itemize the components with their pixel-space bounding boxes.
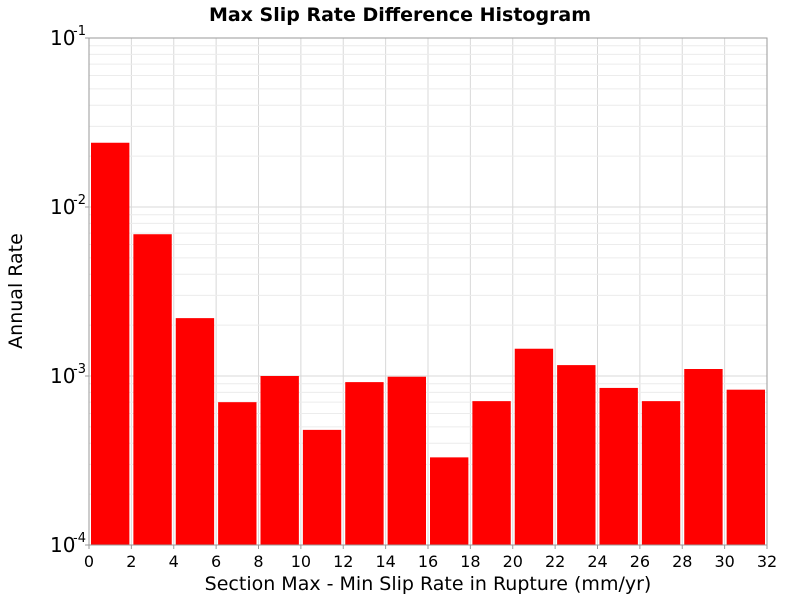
x-tick-label: 32 — [757, 552, 777, 571]
bar-30 — [726, 389, 765, 545]
bar-20 — [514, 348, 554, 545]
x-tick-label: 12 — [333, 552, 353, 571]
x-tick-label: 8 — [253, 552, 263, 571]
x-axis-label: Section Max - Min Slip Rate in Rupture (… — [205, 573, 652, 595]
x-tick-label: 28 — [672, 552, 692, 571]
bar-16 — [430, 457, 469, 545]
y-tick-exponent: -3 — [73, 362, 86, 377]
x-tick-label: 30 — [714, 552, 734, 571]
x-axis-ticks: 0 2 4 6 8 10 12 14 16 18 20 22 24 26 28 30 32 — [84, 545, 777, 571]
y-axis-label: Annual Rate — [5, 233, 27, 349]
y-tick-label: 10 — [50, 364, 75, 388]
y-tick-label: 10 — [50, 26, 75, 50]
x-tick-label: 22 — [545, 552, 565, 571]
x-tick-label: 16 — [418, 552, 438, 571]
x-tick-label: 26 — [630, 552, 650, 571]
bar-2 — [133, 234, 172, 545]
x-tick-label: 24 — [587, 552, 607, 571]
chart-title: Max Slip Rate Difference Histogram — [209, 4, 591, 26]
x-tick-label: 6 — [211, 552, 221, 571]
bar-6 — [218, 402, 257, 545]
bar-4 — [175, 318, 215, 545]
bar-22 — [557, 365, 596, 545]
y-tick-exponent: -2 — [73, 193, 86, 208]
bar-8 — [260, 376, 299, 545]
x-tick-label: 10 — [291, 552, 311, 571]
y-tick-label: 10 — [50, 195, 75, 219]
x-tick-label: 18 — [460, 552, 480, 571]
y-tick-exponent: -1 — [73, 24, 86, 39]
x-tick-label: 20 — [503, 552, 523, 571]
bar-24 — [599, 387, 638, 545]
bar-28 — [684, 369, 723, 545]
y-tick-exponent: -4 — [73, 531, 86, 546]
bar-26 — [641, 401, 681, 545]
bar-14 — [387, 376, 426, 545]
x-tick-label: 4 — [169, 552, 179, 571]
x-tick-label: 14 — [375, 552, 395, 571]
bar-10 — [302, 429, 342, 545]
bars — [91, 142, 765, 545]
bar-18 — [472, 401, 511, 545]
bar-0 — [91, 142, 130, 545]
x-tick-label: 0 — [84, 552, 94, 571]
y-tick-label: 10 — [50, 533, 75, 557]
bar-12 — [345, 382, 384, 545]
x-tick-label: 2 — [126, 552, 136, 571]
y-axis-ticks: 10-410-310-210-1 — [50, 24, 89, 557]
